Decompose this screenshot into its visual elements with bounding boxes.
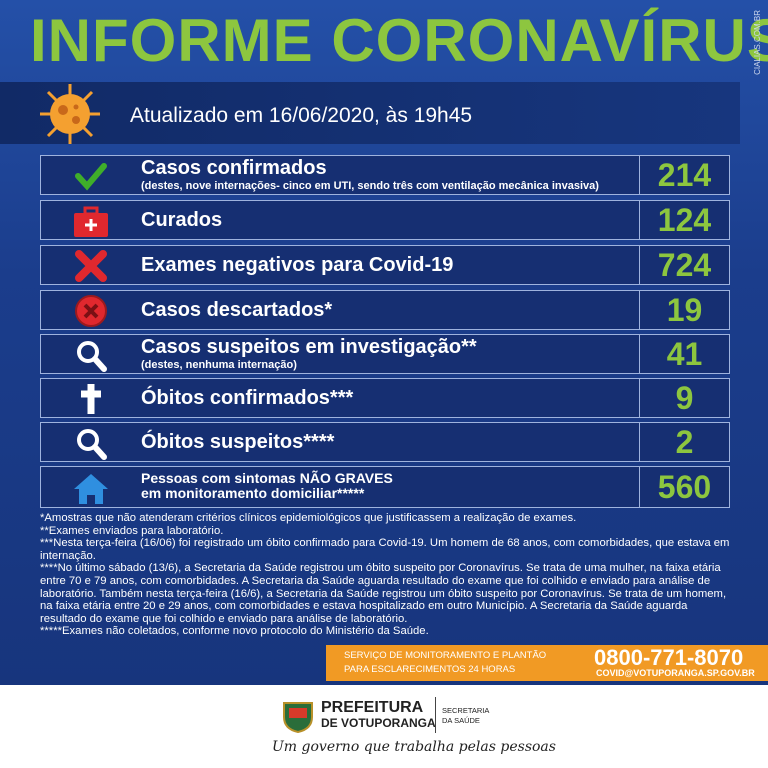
stat-label: Casos confirmados	[141, 157, 327, 179]
phone: 0800-771-8070	[594, 645, 744, 670]
stat-label: Óbitos suspeitos****	[141, 431, 335, 453]
row-icon	[81, 384, 101, 414]
stat-value: 2	[639, 423, 729, 461]
stat-label: Casos suspeitos em investigação**	[141, 336, 477, 358]
row-icon	[75, 163, 107, 191]
note: *Amostras que não atenderam critérios cl…	[40, 512, 577, 524]
stat-value: 724	[639, 246, 729, 284]
stat-value: 19	[639, 291, 729, 329]
row-icon	[74, 206, 108, 237]
note: *****Exames não coletados, conforme novo…	[40, 625, 429, 638]
stat-value: 124	[639, 201, 729, 239]
stat-row: Óbitos confirmados*** 9	[40, 378, 730, 418]
stat-row: Casos confirmados (destes, nove internaçõ…	[40, 155, 730, 195]
coat-of-arms	[283, 702, 313, 733]
stat-label: Casos descartados*	[141, 299, 333, 321]
site: CIALIAS.COM.BR	[753, 10, 762, 75]
stat-row: Casos suspeitos em investigação** (destes…	[40, 334, 730, 374]
dept-name: DA SAÚDE	[442, 716, 480, 725]
contact-bar: SERVIÇO DE MONITORAMENTO E PLANTÃO PARA …	[326, 645, 768, 681]
dept-name: SECRETARIA	[442, 706, 490, 715]
stat-label: Exames negativos para Covid-19	[141, 254, 454, 276]
org-name: DE VOTUPORANGA	[321, 716, 436, 730]
row-icon	[77, 341, 107, 372]
stat-sub: em monitoramento domiciliar*****	[141, 485, 365, 501]
note: ***Nesta terça-feira (16/06) foi registr…	[40, 537, 730, 562]
service-text: PARA ESCLARECIMENTOS 24 HORAS	[344, 664, 516, 675]
note: ****No último sábado (13/6), a Secretari…	[40, 562, 727, 625]
note: **Exames enviados para laboratório.	[40, 524, 224, 537]
stat-value: 214	[639, 156, 729, 194]
title: INFORME CORONAVÍRUS	[30, 7, 768, 74]
stat-row: Curados 124	[40, 200, 730, 240]
slogan: Um governo que trabalha pelas pessoas	[272, 739, 556, 755]
stat-label: Curados	[141, 209, 223, 231]
stat-sub: (destes, nenhuma internação)	[141, 359, 297, 371]
stat-sub: (destes, nove internações- cinco em UTI,…	[141, 180, 599, 192]
stat-row: Casos descartados* 19	[40, 290, 730, 330]
stat-value: 9	[639, 379, 729, 417]
virus-icon	[40, 84, 100, 144]
row-icon	[75, 250, 107, 282]
stat-value: 41	[639, 335, 729, 373]
stat-row: Exames negativos para Covid-19 724	[40, 245, 730, 285]
row-icon	[77, 429, 107, 460]
updated-text: Atualizado em 16/06/2020, às 19h45	[130, 104, 473, 127]
email: COVID@VOTUPORANGA.SP.GOV.BR	[596, 668, 755, 678]
update-band	[0, 82, 740, 144]
stat-value: 560	[639, 467, 729, 507]
stat-row: Pessoas com sintomas NÃO GRAVES em monito…	[40, 466, 730, 508]
notes: *Amostras que não atenderam critérios cl…	[40, 512, 730, 638]
divider	[435, 697, 436, 733]
stat-label: Óbitos confirmados***	[141, 387, 354, 409]
org-name: PREFEITURA	[321, 699, 424, 716]
row-icon	[75, 295, 107, 327]
stat-label: Pessoas com sintomas NÃO GRAVES	[141, 470, 393, 486]
stat-row: Óbitos suspeitos**** 2	[40, 422, 730, 462]
service-text: SERVIÇO DE MONITORAMENTO E PLANTÃO	[344, 650, 547, 661]
row-icon	[74, 474, 108, 504]
